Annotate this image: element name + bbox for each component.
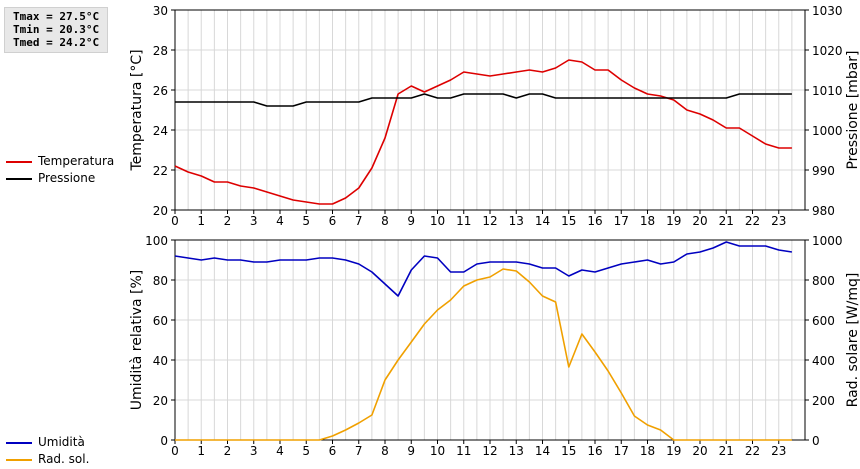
top-y-axis-label: Temperatura [°C] [129, 49, 145, 171]
bottom-y-tick-label: 0 [160, 434, 168, 448]
bottom-y2-tick-label: 600 [812, 314, 835, 328]
top-x-tick-label: 6 [329, 214, 337, 228]
top-y2-tick-label: 990 [812, 164, 835, 178]
bottom-x-tick-label: 4 [276, 444, 284, 458]
bottom-x-tick-label: 16 [587, 444, 602, 458]
top-y-tick-label: 28 [153, 44, 168, 58]
bottom-x-tick-label: 15 [561, 444, 576, 458]
bottom-x-tick-label: 19 [666, 444, 681, 458]
bottom-y2-tick-label: 1000 [812, 234, 843, 248]
top-x-tick-label: 19 [666, 214, 681, 228]
bottom-y-tick-label: 100 [145, 234, 168, 248]
top-x-tick-label: 0 [171, 214, 179, 228]
top-x-tick-label: 13 [509, 214, 524, 228]
top-y-tick-label: 26 [153, 84, 168, 98]
top-x-tick-label: 9 [407, 214, 415, 228]
bottom-x-tick-label: 12 [482, 444, 497, 458]
top-x-tick-label: 11 [456, 214, 471, 228]
bottom-series-rad-sol-line [175, 268, 792, 441]
stats-box: Tmax = 27.5°C Tmin = 20.3°C Tmed = 24.2°… [4, 7, 108, 53]
bottom-x-tick-label: 23 [771, 444, 786, 458]
top-x-tick-label: 16 [587, 214, 602, 228]
bottom-x-tick-label: 20 [692, 444, 707, 458]
bottom-y2-tick-label: 200 [812, 394, 835, 408]
legend-label-umidita: Umidità [38, 435, 85, 449]
top-x-tick-label: 5 [302, 214, 310, 228]
bottom-x-tick-label: 10 [430, 444, 445, 458]
top-x-tick-label: 22 [745, 214, 760, 228]
top-x-tick-label: 21 [719, 214, 734, 228]
bottom-x-tick-label: 1 [197, 444, 205, 458]
top-x-tick-label: 3 [250, 214, 258, 228]
top-y-tick-label: 20 [153, 204, 168, 218]
top-x-tick-label: 18 [640, 214, 655, 228]
top-series-temperatura-line [174, 59, 792, 205]
bottom-y2-axis-label: Rad. solare [W/mq] [845, 273, 860, 408]
bottom-x-tick-label: 9 [407, 444, 415, 458]
top-x-tick-label: 14 [535, 214, 550, 228]
bottom-series-umidit-line [174, 241, 793, 297]
top-y2-axis-label: Pressione [mbar] [845, 50, 860, 169]
top-y2-tick-label: 1010 [812, 84, 843, 98]
bottom-x-tick-label: 22 [745, 444, 760, 458]
top-series-pressione-line [175, 93, 792, 107]
top-y-tick-label: 24 [153, 124, 168, 138]
bottom-x-tick-label: 17 [614, 444, 629, 458]
top-x-tick-label: 7 [355, 214, 363, 228]
bottom-x-tick-label: 21 [719, 444, 734, 458]
top-x-tick-label: 2 [224, 214, 232, 228]
bottom-x-tick-label: 2 [224, 444, 232, 458]
bottom-y-tick-label: 80 [153, 274, 168, 288]
top-y-tick-label: 30 [153, 4, 168, 18]
top-x-tick-label: 23 [771, 214, 786, 228]
bottom-y2-tick-label: 800 [812, 274, 835, 288]
bottom-x-tick-label: 18 [640, 444, 655, 458]
bottom-y2-tick-label: 0 [812, 434, 820, 448]
legend-swatch-temperatura [6, 161, 32, 163]
top-x-tick-label: 15 [561, 214, 576, 228]
top-y2-tick-label: 1000 [812, 124, 843, 138]
top-x-tick-label: 1 [197, 214, 205, 228]
tmed-text: Tmed = 24.2°C [13, 36, 100, 49]
bottom-x-tick-label: 0 [171, 444, 179, 458]
bottom-x-tick-label: 11 [456, 444, 471, 458]
top-x-tick-label: 17 [614, 214, 629, 228]
top-y-tick-label: 22 [153, 164, 168, 178]
top-x-tick-label: 12 [482, 214, 497, 228]
top-x-tick-label: 10 [430, 214, 445, 228]
bottom-x-tick-label: 5 [302, 444, 310, 458]
bottom-x-tick-label: 6 [329, 444, 337, 458]
legend-label-pressione: Pressione [38, 171, 96, 185]
bottom-y-tick-label: 20 [153, 394, 168, 408]
bottom-y-tick-label: 60 [153, 314, 168, 328]
bottom-y2-tick-label: 400 [812, 354, 835, 368]
top-x-tick-label: 8 [381, 214, 389, 228]
legend-swatch-umidita [6, 442, 32, 444]
top-x-tick-label: 4 [276, 214, 284, 228]
legend-label-temperatura: Temperatura [38, 154, 115, 168]
top-y2-tick-label: 1030 [812, 4, 843, 18]
bottom-x-tick-label: 7 [355, 444, 363, 458]
top-y2-tick-label: 980 [812, 204, 835, 218]
bottom-y-tick-label: 40 [153, 354, 168, 368]
bottom-x-tick-label: 14 [535, 444, 550, 458]
tmin-text: Tmin = 20.3°C [13, 23, 100, 36]
top-y2-tick-label: 1020 [812, 44, 843, 58]
bottom-x-tick-label: 13 [509, 444, 524, 458]
tmax-text: Tmax = 27.5°C [13, 10, 100, 23]
bottom-y-axis-label: Umidità relativa [%] [129, 270, 145, 411]
legend-swatch-pressione [6, 178, 32, 180]
bottom-x-tick-label: 3 [250, 444, 258, 458]
top-x-tick-label: 20 [692, 214, 707, 228]
bottom-x-tick-label: 8 [381, 444, 389, 458]
